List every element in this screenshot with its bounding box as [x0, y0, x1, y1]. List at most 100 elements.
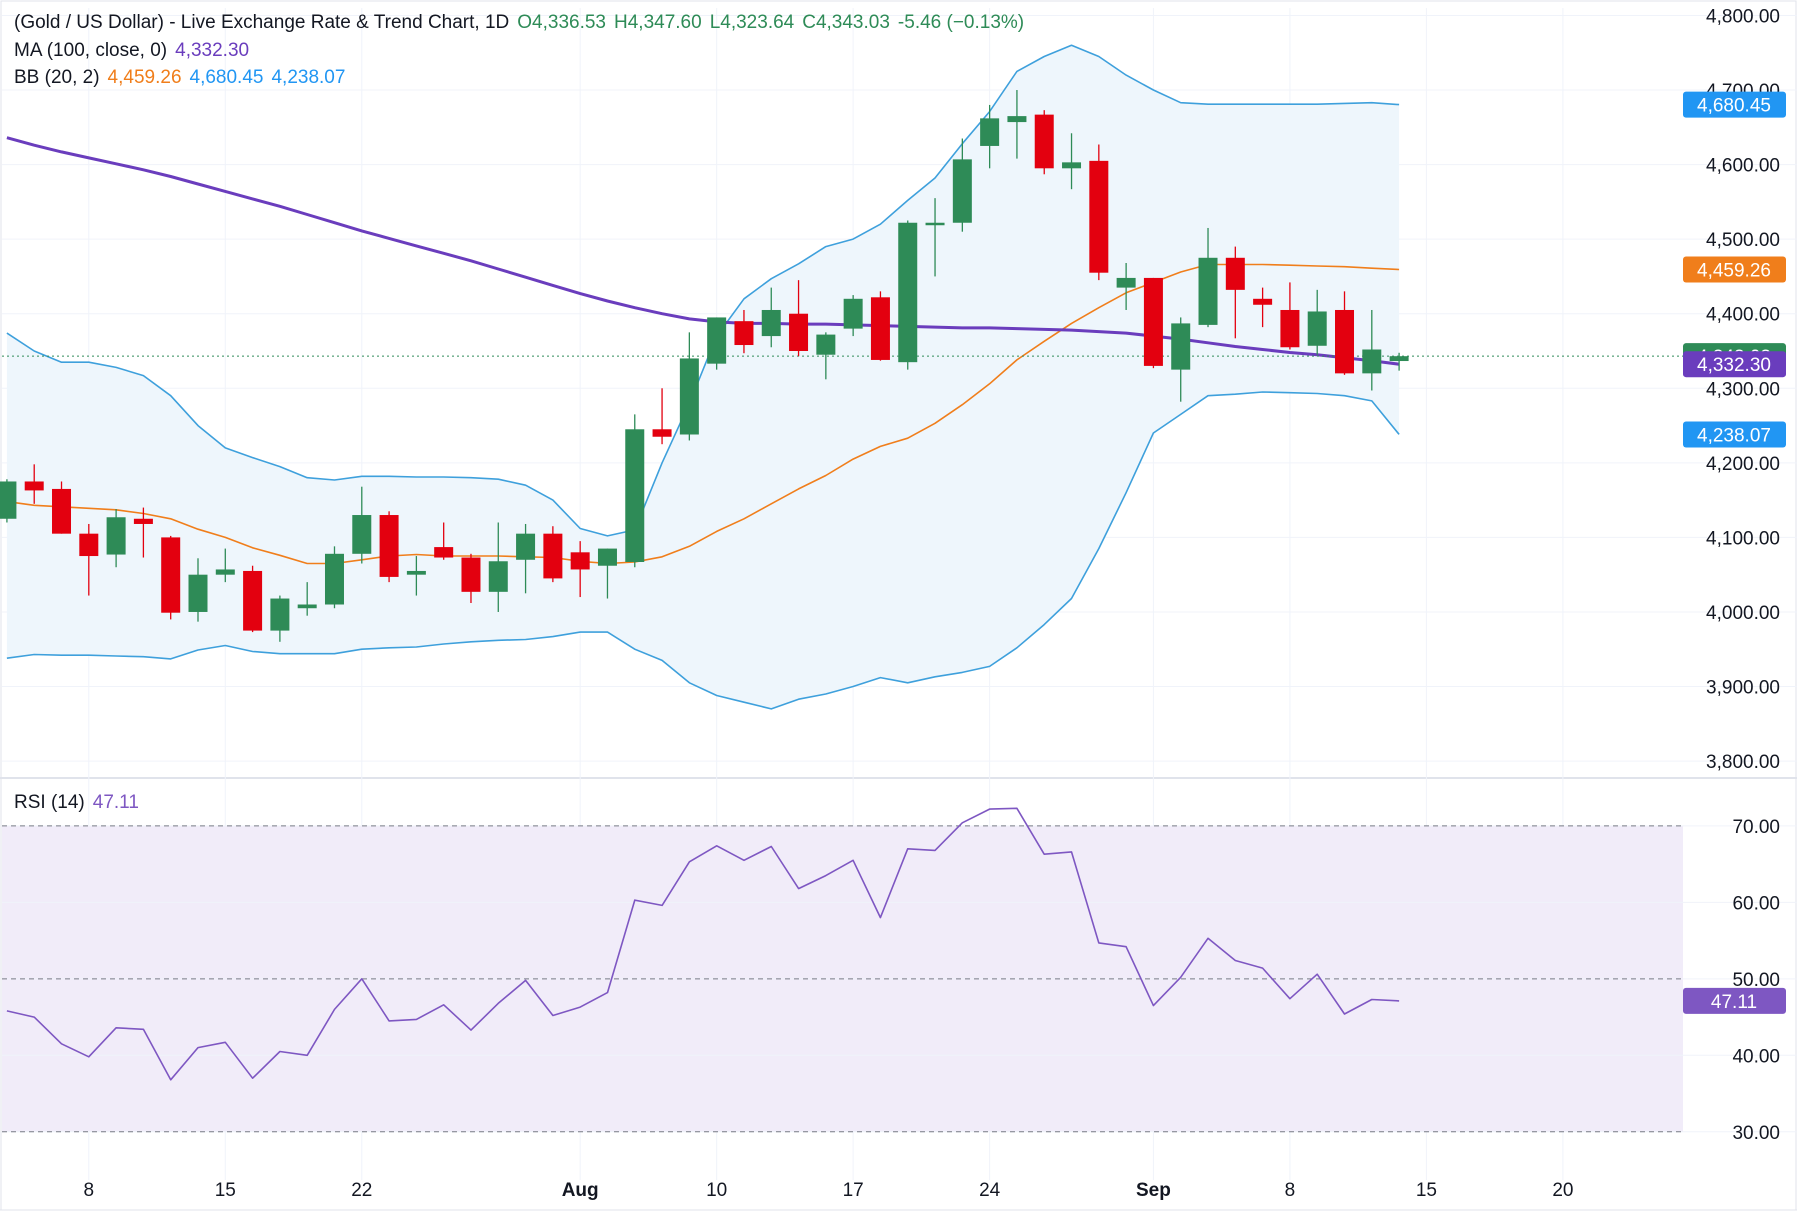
- candle: [1253, 287, 1273, 328]
- time-axis-tick: 20: [1552, 1180, 1573, 1201]
- candle: [1171, 317, 1191, 402]
- candle: [707, 317, 727, 370]
- rsi-legend[interactable]: RSI (14) 47.11: [14, 792, 147, 814]
- price-axis-tick: 4,600.00: [1706, 156, 1780, 177]
- bb-legend-label: BB (20, 2): [14, 67, 100, 88]
- time-axis-tick: 17: [843, 1180, 864, 1201]
- candle-body: [406, 570, 426, 575]
- ma-legend-value: 4,332.30: [175, 40, 250, 61]
- candle: [516, 523, 536, 594]
- candle: [106, 509, 126, 568]
- time-axis-tick: 10: [706, 1180, 727, 1201]
- bb-lower-tag-bg: [1683, 421, 1786, 448]
- candle: [597, 548, 617, 599]
- time-axis-tick: 8: [84, 1180, 95, 1201]
- candle-body: [516, 533, 536, 560]
- time-axis-tick: Sep: [1136, 1180, 1171, 1201]
- candle: [1307, 289, 1327, 355]
- candle: [1143, 277, 1163, 369]
- candle-body: [1335, 309, 1355, 374]
- candle-body: [789, 313, 809, 351]
- candle: [352, 486, 372, 564]
- time-axis-tick: 22: [351, 1180, 372, 1201]
- candle: [570, 541, 590, 598]
- candle: [1116, 263, 1136, 310]
- main-legend-line-1: (Gold / US Dollar) - Live Exchange Rate …: [14, 12, 1032, 34]
- bb-mid-tag-bg: [1683, 256, 1786, 283]
- candle: [980, 104, 1000, 169]
- candle: [161, 535, 181, 620]
- time-axis-tick: 24: [979, 1180, 1001, 1201]
- candle-body: [1143, 277, 1163, 366]
- candle-body: [1171, 323, 1191, 370]
- candle: [1280, 282, 1300, 350]
- candle-body: [597, 548, 617, 566]
- candle: [1089, 144, 1109, 281]
- time-axis-tick: 15: [215, 1180, 236, 1201]
- candle-body: [1225, 257, 1245, 290]
- candle-body: [379, 515, 399, 577]
- time-axis-tick: 15: [1416, 1180, 1437, 1201]
- candle-body: [79, 533, 99, 557]
- ohlc-open: O4,336.53: [517, 12, 607, 33]
- candle-body: [434, 547, 454, 558]
- bb-middle-line: [6, 263, 1400, 565]
- candle: [734, 309, 754, 354]
- candle-body: [843, 298, 863, 329]
- candle-body: [1034, 114, 1054, 169]
- bollinger-band-fill: [6, 45, 1400, 709]
- candle-body: [870, 297, 890, 360]
- candle: [1335, 291, 1355, 375]
- rsi-value-tag-label: 47.11: [1711, 992, 1757, 1013]
- candle-body: [133, 518, 153, 524]
- time-axis-tick: 8: [1285, 1180, 1296, 1201]
- candle-body: [707, 317, 727, 364]
- ohlc-high: H4,347.60: [614, 12, 702, 33]
- candle: [0, 479, 17, 523]
- candle: [870, 291, 890, 361]
- candle: [652, 388, 672, 445]
- ma-legend[interactable]: MA (100, close, 0) 4,332.30: [14, 40, 257, 62]
- bb-legend[interactable]: BB (20, 2) 4,459.26 4,680.45 4,238.07: [14, 67, 353, 89]
- rsi-layer: [2, 807, 1797, 1133]
- candle-body: [652, 429, 672, 437]
- candle: [543, 526, 563, 583]
- candle-body: [188, 574, 208, 612]
- candle: [461, 553, 481, 604]
- candle-body: [161, 537, 181, 613]
- candle: [1007, 90, 1027, 159]
- candle-body: [488, 561, 508, 592]
- candle: [270, 595, 290, 642]
- candle-body: [324, 553, 344, 605]
- candle: [1198, 227, 1218, 328]
- candle-body: [1253, 298, 1273, 305]
- price-axis-tick: 4,300.00: [1706, 379, 1780, 400]
- ma-tag: 4,332.30: [1683, 351, 1786, 378]
- ma-tag-bg: [1683, 351, 1786, 378]
- candle-body: [625, 429, 645, 563]
- bollinger-band-layer: [6, 45, 1400, 709]
- candle: [243, 565, 263, 633]
- candle: [406, 556, 426, 596]
- candle: [1389, 352, 1409, 371]
- price-axis-tick: 4,800.00: [1706, 6, 1780, 27]
- price-axis-tick: 4,200.00: [1706, 454, 1780, 475]
- candle: [133, 507, 153, 558]
- bb-lower-line: [6, 391, 1400, 710]
- candle-body: [0, 481, 17, 519]
- candle-body: [679, 358, 699, 435]
- candle-body: [461, 557, 481, 592]
- bb-upper-tag: 4,680.45: [1683, 91, 1786, 118]
- candle: [679, 332, 699, 441]
- bb-upper-tag-bg: [1683, 91, 1786, 118]
- candle-body: [925, 222, 945, 226]
- candle-body: [816, 334, 836, 355]
- candle-body: [1062, 162, 1082, 169]
- candle: [1062, 133, 1082, 190]
- rsi-legend-value: 47.11: [92, 792, 139, 813]
- candle: [379, 511, 399, 583]
- candle: [925, 198, 945, 277]
- candle: [952, 138, 972, 232]
- candle-body: [52, 488, 72, 534]
